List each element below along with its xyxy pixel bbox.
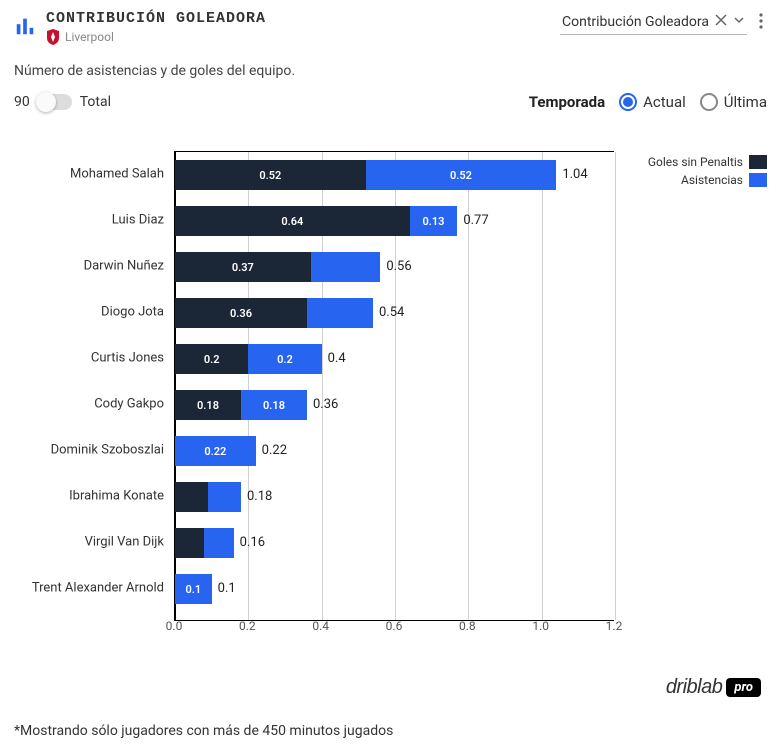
total-label: 0.54 [379,305,404,320]
player-label: Ibrahima Konate [24,489,164,504]
legend-assists-swatch [749,173,767,187]
per90-label: 90 [14,94,30,110]
header: CONTRIBUCIÓN GOLEADORA Liverpool Contrib… [14,10,767,45]
more-menu-icon[interactable] [755,13,767,33]
bar-row: 0.180.18 [175,390,307,420]
assists-segment: 0.2 [248,344,321,374]
team-name: Liverpool [65,30,114,44]
grid-line [615,152,616,620]
legend-goals: Goles sin Penaltis [648,155,767,169]
total-label: 1.04 [562,167,587,182]
season-selector: Temporada Actual Última [529,93,767,111]
player-label: Virgil Van Dijk [24,535,164,550]
goals-segment: 0.36 [175,298,307,328]
player-label: Dominik Szoboszlai [24,443,164,458]
subtitle: Número de asistencias y de goles del equ… [14,63,767,79]
brand-logo: driblab pro [666,676,761,699]
goals-segment: 0.64 [175,206,410,236]
bar-row [175,482,241,512]
player-label: Cody Gakpo [24,397,164,412]
x-axis-label: 0.8 [459,619,476,633]
assists-segment [204,528,233,558]
bar-row: 0.20.2 [175,344,322,374]
bar-row [175,528,234,558]
footnote: *Mostrando sólo jugadores con más de 450… [14,723,393,739]
x-axis-label: 0.0 [166,619,183,633]
total-label: 0.77 [463,213,488,228]
total-label: 0.36 [313,397,338,412]
goals-segment: 0.37 [175,252,311,282]
bar-chart-icon [14,15,36,41]
legend-assists: Asistencias [648,173,767,187]
assists-segment: 0.1 [175,574,212,604]
radio-last[interactable]: Última [700,93,767,111]
legend-goals-swatch [749,155,767,169]
close-icon[interactable] [715,14,727,30]
x-axis-label: 1.0 [532,619,549,633]
bar-row: 0.520.52 [175,160,556,190]
chart: 0.520.52 1.04 0.640.13 0.77 0.37 0.56 0.36 0.54… [24,141,767,661]
player-label: Trent Alexander Arnold [24,581,164,596]
goals-segment: 0.18 [175,390,241,420]
radio-current[interactable]: Actual [619,93,686,111]
player-label: Curtis Jones [24,351,164,366]
player-label: Mohamed Salah [24,167,164,182]
plot-area: 0.520.52 1.04 0.640.13 0.77 0.37 0.56 0.36 0.54… [174,151,614,621]
goals-segment [175,528,204,558]
bar-row: 0.37 [175,252,380,282]
x-axis-label: 1.2 [606,619,623,633]
grid-line [542,152,543,620]
total-label: 0.22 [262,443,287,458]
season-label: Temporada [529,93,605,111]
controls-row: 90 Total Temporada Actual Última [14,93,767,111]
goals-segment: 0.52 [175,160,366,190]
page-title: CONTRIBUCIÓN GOLEADORA [46,10,266,27]
assists-segment: 0.13 [410,206,458,236]
assists-segment [311,252,381,282]
total-label: 0.18 [247,489,272,504]
assists-segment [208,482,241,512]
x-axis-label: 0.4 [312,619,329,633]
bar-row: 0.36 [175,298,373,328]
dropdown-label: Contribución Goleadora [562,14,709,30]
header-left: CONTRIBUCIÓN GOLEADORA Liverpool [14,10,266,45]
goals-segment: 0.2 [175,344,248,374]
brand-name: driblab [666,676,723,699]
player-label: Diogo Jota [24,305,164,320]
total-label: 0.16 [240,535,265,550]
per90-switch[interactable] [38,94,72,110]
player-label: Darwin Nuñez [24,259,164,274]
player-label: Luis Diaz [24,213,164,228]
total-label: 0.1 [218,581,236,596]
x-axis-label: 0.6 [386,619,403,633]
bar-row: 0.1 [175,574,212,604]
title-block: CONTRIBUCIÓN GOLEADORA Liverpool [46,10,266,45]
legend-goals-label: Goles sin Penaltis [648,155,743,169]
total-label: 0.56 [386,259,411,274]
total-label: Total [80,94,111,110]
team-row: Liverpool [46,29,266,45]
brand-suffix: pro [726,678,761,697]
x-axis-label: 0.2 [239,619,256,633]
goals-segment [175,482,208,512]
team-crest-icon [46,29,60,45]
legend-assists-label: Asistencias [681,173,743,187]
bar-row: 0.22 [175,436,256,466]
chevron-down-icon[interactable] [733,14,745,30]
header-right: Contribución Goleadora [560,10,767,35]
per90-toggle: 90 Total [14,94,111,110]
assists-segment: 0.22 [175,436,256,466]
assists-segment: 0.18 [241,390,307,420]
assists-segment [307,298,373,328]
total-label: 0.4 [328,351,346,366]
assists-segment: 0.52 [366,160,557,190]
metric-dropdown[interactable]: Contribución Goleadora [560,10,747,35]
legend: Goles sin Penaltis Asistencias [648,155,767,191]
bar-row: 0.640.13 [175,206,457,236]
